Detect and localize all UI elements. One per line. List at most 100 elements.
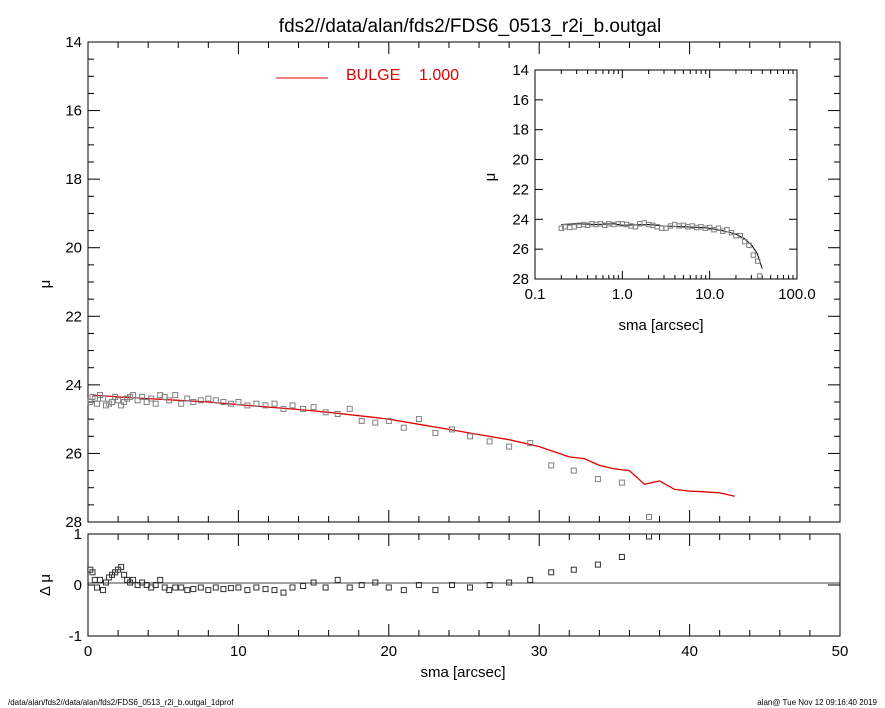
data-point — [385, 417, 392, 424]
y-tick-label: 28 — [512, 271, 529, 288]
data-point — [310, 579, 317, 586]
data-point — [527, 576, 534, 583]
data-point — [334, 411, 341, 417]
data-point — [244, 587, 251, 594]
model-line — [92, 394, 735, 497]
data-point — [527, 440, 534, 447]
inset-plot-frame — [534, 69, 798, 280]
data-point — [220, 399, 227, 405]
data-point — [594, 476, 601, 483]
data-point — [118, 564, 125, 571]
legend: BULGE 1.000 — [276, 67, 459, 84]
data-point — [262, 402, 269, 409]
x-tick-label: 1.0 — [612, 286, 633, 303]
data-point — [172, 392, 179, 399]
data-point — [346, 405, 353, 412]
data-point — [432, 429, 439, 436]
data-point — [618, 554, 625, 560]
data-point — [289, 584, 296, 591]
data-point — [205, 587, 212, 594]
y-tick-label: 16 — [512, 92, 529, 109]
chart-title: fds2//data/alan/fds2/FDS6_0513_r2i_b.out… — [279, 16, 661, 37]
data-point — [253, 584, 260, 591]
data-point — [558, 225, 564, 231]
data-point — [755, 258, 761, 264]
data-point — [449, 582, 455, 588]
y-tick-label: -1 — [69, 628, 82, 645]
y-tick-label: 16 — [65, 103, 82, 120]
data-point — [97, 576, 103, 583]
y-tick-label: 24 — [65, 377, 82, 394]
data-point — [334, 576, 341, 583]
legend-value: 1.000 — [419, 67, 459, 84]
data-point — [103, 402, 109, 409]
data-point — [280, 405, 287, 412]
main-panel: 14 16 18 20 22 24 26 28 μ BULGE 1.000 — [37, 34, 841, 531]
data-point — [750, 252, 756, 258]
data-point — [197, 584, 204, 591]
main-data — [87, 392, 735, 520]
data-point — [190, 586, 197, 593]
y-tick-label: 22 — [65, 308, 82, 325]
data-point — [606, 221, 612, 227]
data-point — [244, 402, 251, 409]
data-point — [271, 587, 278, 594]
x-tick-label: 20 — [380, 643, 397, 660]
data-point — [322, 409, 329, 416]
inset-x-label: sma [arcsec] — [618, 317, 703, 334]
data-point — [157, 576, 164, 583]
data-point — [212, 397, 219, 404]
data-point — [467, 584, 473, 591]
x-tick-label: 40 — [681, 643, 698, 660]
data-point — [372, 579, 379, 586]
x-tick-label: 50 — [832, 643, 849, 660]
data-point — [746, 242, 752, 249]
data-point — [715, 225, 722, 231]
y-tick-label: 26 — [65, 445, 82, 462]
data-point — [310, 404, 317, 411]
inset-axes: 0.1 1.0 10.0 100.0 14 16 18 20 22 24 26 28 — [512, 62, 815, 303]
residual-y-label: Δ μ — [37, 574, 54, 596]
data-point — [728, 230, 735, 236]
data-point — [91, 576, 98, 583]
data-point — [121, 571, 128, 578]
y-tick-label: 24 — [512, 211, 529, 228]
data-point — [130, 392, 137, 399]
data-point — [594, 561, 601, 568]
data-point — [346, 584, 353, 591]
data-point — [486, 438, 493, 445]
data-point — [103, 579, 109, 586]
data-point — [139, 393, 146, 400]
x-tick-label: 30 — [531, 643, 548, 660]
data-point — [178, 584, 185, 591]
data-point — [372, 419, 379, 426]
data-point — [227, 585, 234, 592]
y-tick-label: 14 — [65, 34, 82, 51]
data-point — [570, 566, 577, 573]
data-point — [148, 395, 155, 402]
y-tick-label: 26 — [512, 241, 529, 258]
data-point — [415, 416, 422, 423]
x-tick-label: 100.0 — [778, 286, 816, 303]
data-point — [100, 587, 106, 594]
inset-panel: 0.1 1.0 10.0 100.0 14 16 18 20 22 24 26 28 μ sma [a… — [480, 56, 826, 342]
data-point — [358, 582, 365, 588]
data-point — [632, 224, 639, 230]
data-point — [432, 587, 439, 594]
data-point — [235, 399, 242, 405]
x-tick-label: 0 — [84, 643, 92, 660]
data-point — [756, 273, 763, 279]
data-point — [322, 584, 329, 591]
data-point — [152, 400, 159, 407]
y-tick-label: 28 — [65, 514, 82, 531]
data-point — [724, 227, 730, 233]
data-point — [467, 433, 473, 440]
data-point — [143, 399, 150, 405]
data-point — [227, 400, 234, 407]
data-point — [385, 584, 392, 591]
data-point — [571, 224, 577, 230]
data-point — [486, 582, 493, 588]
data-point — [197, 397, 204, 404]
data-point — [570, 467, 577, 474]
